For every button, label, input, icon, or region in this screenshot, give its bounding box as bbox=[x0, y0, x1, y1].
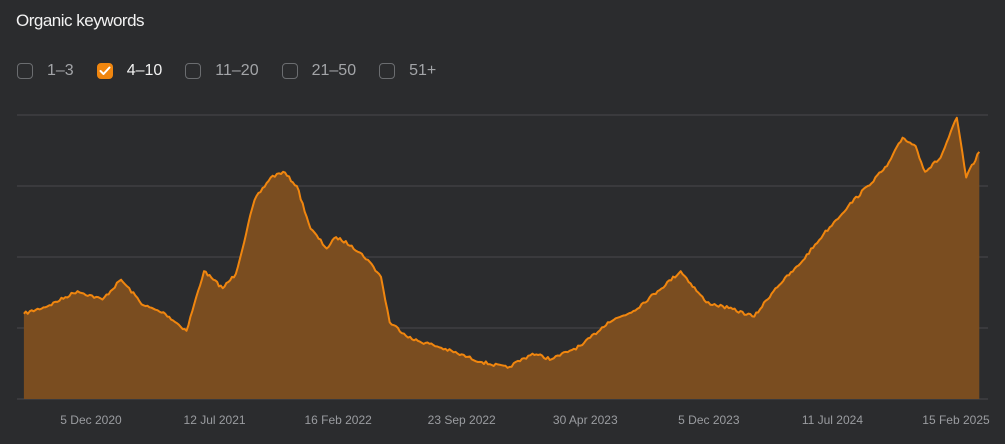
x-tick-label: 15 Feb 2025 bbox=[922, 413, 990, 427]
filter-4-10[interactable]: 4–10 bbox=[96, 62, 163, 80]
filter-label: 1–3 bbox=[47, 62, 74, 79]
checkbox[interactable] bbox=[17, 63, 33, 79]
filter-51-plus[interactable]: 51+ bbox=[379, 62, 436, 80]
x-tick-label: 11 Jul 2024 bbox=[802, 413, 863, 427]
x-tick-label: 5 Dec 2020 bbox=[60, 413, 122, 427]
filter-label: 4–10 bbox=[126, 62, 163, 79]
checkmark-icon bbox=[99, 66, 111, 75]
filter-label: 21–50 bbox=[311, 62, 357, 79]
page-title: Organic keywords bbox=[16, 11, 145, 30]
x-tick-label: 12 Jul 2021 bbox=[184, 413, 246, 427]
series-line bbox=[23, 116, 981, 369]
x-tick-label: 5 Dec 2023 bbox=[678, 413, 740, 427]
filter-label: 11–20 bbox=[215, 62, 259, 79]
x-tick-label: 23 Sep 2022 bbox=[428, 413, 496, 427]
x-axis-ticks: 5 Dec 2020 12 Jul 2021 16 Feb 2022 23 Sep 2… bbox=[60, 413, 990, 427]
filter-21-50[interactable]: 21–50 bbox=[281, 62, 357, 80]
filter-1-3[interactable]: 1–3 bbox=[17, 62, 74, 80]
filter-label: 51+ bbox=[409, 62, 437, 79]
x-tick-label: 30 Apr 2023 bbox=[553, 413, 618, 427]
checkbox[interactable] bbox=[379, 63, 396, 79]
x-tick-label: 16 Feb 2022 bbox=[304, 413, 372, 427]
checkbox[interactable] bbox=[185, 63, 202, 79]
position-filter-group: 1–3 4–10 11–20 21–50 51+ bbox=[17, 60, 459, 82]
series-area bbox=[23, 117, 980, 400]
checkbox[interactable] bbox=[96, 63, 113, 79]
filter-11-20[interactable]: 11–20 bbox=[185, 62, 259, 80]
checkbox[interactable] bbox=[281, 63, 298, 79]
